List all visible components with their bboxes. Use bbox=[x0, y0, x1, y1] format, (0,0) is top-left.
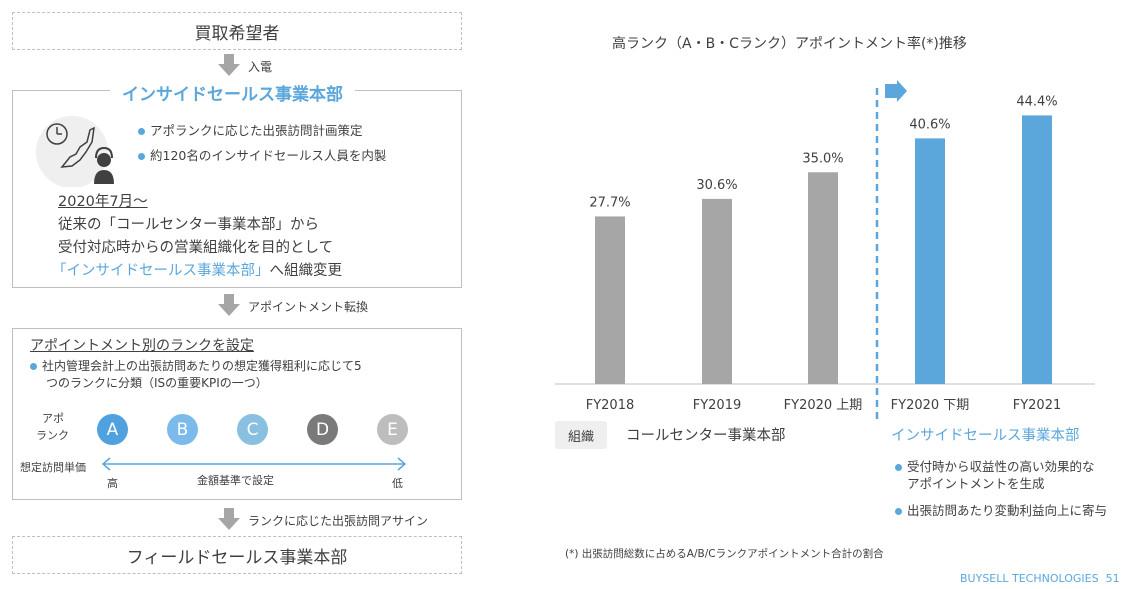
data-label-5: 44.4% bbox=[1016, 94, 1057, 109]
right-bullet-1-line-2: アポイントメントを生成 bbox=[907, 476, 1045, 491]
bar-2 bbox=[702, 198, 732, 384]
tick-label-1: FY2018 bbox=[586, 398, 635, 413]
operator-map-icon bbox=[36, 116, 114, 187]
basis-label: 金額基準で設定 bbox=[197, 474, 274, 487]
inside-sales-label: インサイドセールス事業本部 bbox=[891, 428, 1080, 444]
arrow-label-incoming-call: 入電 bbox=[248, 60, 273, 74]
bar-3 bbox=[808, 172, 838, 384]
field-sales-label: フィールドセールス事業本部 bbox=[126, 547, 348, 568]
inside-bullet-1: アポランクに応じた出張訪問計画策定 bbox=[138, 120, 363, 139]
rank-title: アポイントメント別のランクを設定 bbox=[30, 338, 254, 354]
rank-circle-c: C bbox=[237, 414, 268, 445]
low-label: 低 bbox=[392, 477, 403, 490]
footnote: (*) 出張訪問総数に占めるA/B/Cランクアポイントメント合計の割合 bbox=[565, 548, 884, 560]
arrow-down-icon bbox=[218, 294, 240, 316]
high-label: 高 bbox=[107, 477, 118, 490]
tick-label-2: FY2019 bbox=[693, 398, 742, 413]
data-label-2: 30.6% bbox=[696, 178, 737, 193]
right-bullet-1: 受付時から収益性の高い効果的な bbox=[895, 456, 1095, 475]
inside-bullet-2: 約120名のインサイドセールス人員を内製 bbox=[138, 145, 386, 164]
arrow-label-assign: ランクに応じた出張訪問アサイン bbox=[248, 514, 429, 528]
buyer-label: 買取希望者 bbox=[194, 23, 280, 44]
call-center-label: コールセンター事業本部 bbox=[626, 428, 786, 444]
bar-5 bbox=[1022, 115, 1052, 384]
tick-label-5: FY2021 bbox=[1013, 398, 1062, 413]
desc-line-3: 「インサイドセールス事業本部」へ組織変更 bbox=[52, 259, 342, 280]
rank-bullet: 社内管理会計上の出張訪問あたりの想定獲得粗利に応じて5 bbox=[30, 357, 362, 374]
bar-4 bbox=[915, 138, 945, 384]
rank-circle-d: D bbox=[307, 414, 338, 445]
desc-line-1: 従来の「コールセンター事業本部」から bbox=[58, 217, 319, 233]
desc-line-3-highlight: 「インサイドセールス事業本部」 bbox=[52, 263, 270, 279]
page-footer: BUYSELL TECHNOLOGIES 51 bbox=[960, 572, 1120, 585]
right-arrow-icon bbox=[885, 80, 907, 102]
rank-label-2: ランク bbox=[36, 429, 69, 442]
data-label-4: 40.6% bbox=[909, 117, 950, 132]
unit-price-label: 想定訪問単価 bbox=[20, 461, 86, 474]
right-bullet-2: 出張訪問あたり変動利益向上に寄与 bbox=[895, 500, 1107, 519]
rank-bullet-line-2: つのランクに分類（ISの重要KPIの一つ） bbox=[46, 376, 268, 390]
desc-line-2: 受付対応時からの営業組織化を目的として bbox=[58, 240, 334, 256]
desc-line-3-rest: へ組織変更 bbox=[269, 263, 343, 279]
rank-circle-b: B bbox=[167, 414, 198, 445]
rank-label-1: アポ bbox=[42, 412, 64, 425]
arrow-down-icon bbox=[218, 54, 240, 76]
rank-circle-a: A bbox=[97, 414, 128, 445]
bar-1 bbox=[595, 216, 625, 384]
bar-chart: 27.7% FY2018 30.6% FY2019 35.0% FY2020 上期 40.6… bbox=[555, 80, 1095, 420]
tick-label-4: FY2020 下期 bbox=[891, 398, 970, 413]
field-sales-box: フィールドセールス事業本部 bbox=[12, 536, 462, 574]
buyer-box: 買取希望者 bbox=[12, 12, 462, 50]
chart-title: 高ランク（A・B・Cランク）アポイントメント率(*)推移 bbox=[612, 36, 967, 52]
arrow-label-appointment: アポイントメント転換 bbox=[248, 300, 369, 314]
date-line: 2020年7月～ bbox=[58, 194, 148, 210]
arrow-down-icon bbox=[218, 508, 240, 530]
rank-circle-e: E bbox=[377, 414, 408, 445]
rank-box bbox=[12, 328, 462, 500]
inside-sales-title: インサイドセールス事業本部 bbox=[110, 80, 355, 105]
tick-label-3: FY2020 上期 bbox=[784, 398, 863, 413]
data-label-3: 35.0% bbox=[802, 151, 843, 166]
double-arrow-icon bbox=[101, 457, 407, 471]
data-label-1: 27.7% bbox=[589, 195, 630, 210]
org-tag: 組織 bbox=[555, 421, 607, 449]
